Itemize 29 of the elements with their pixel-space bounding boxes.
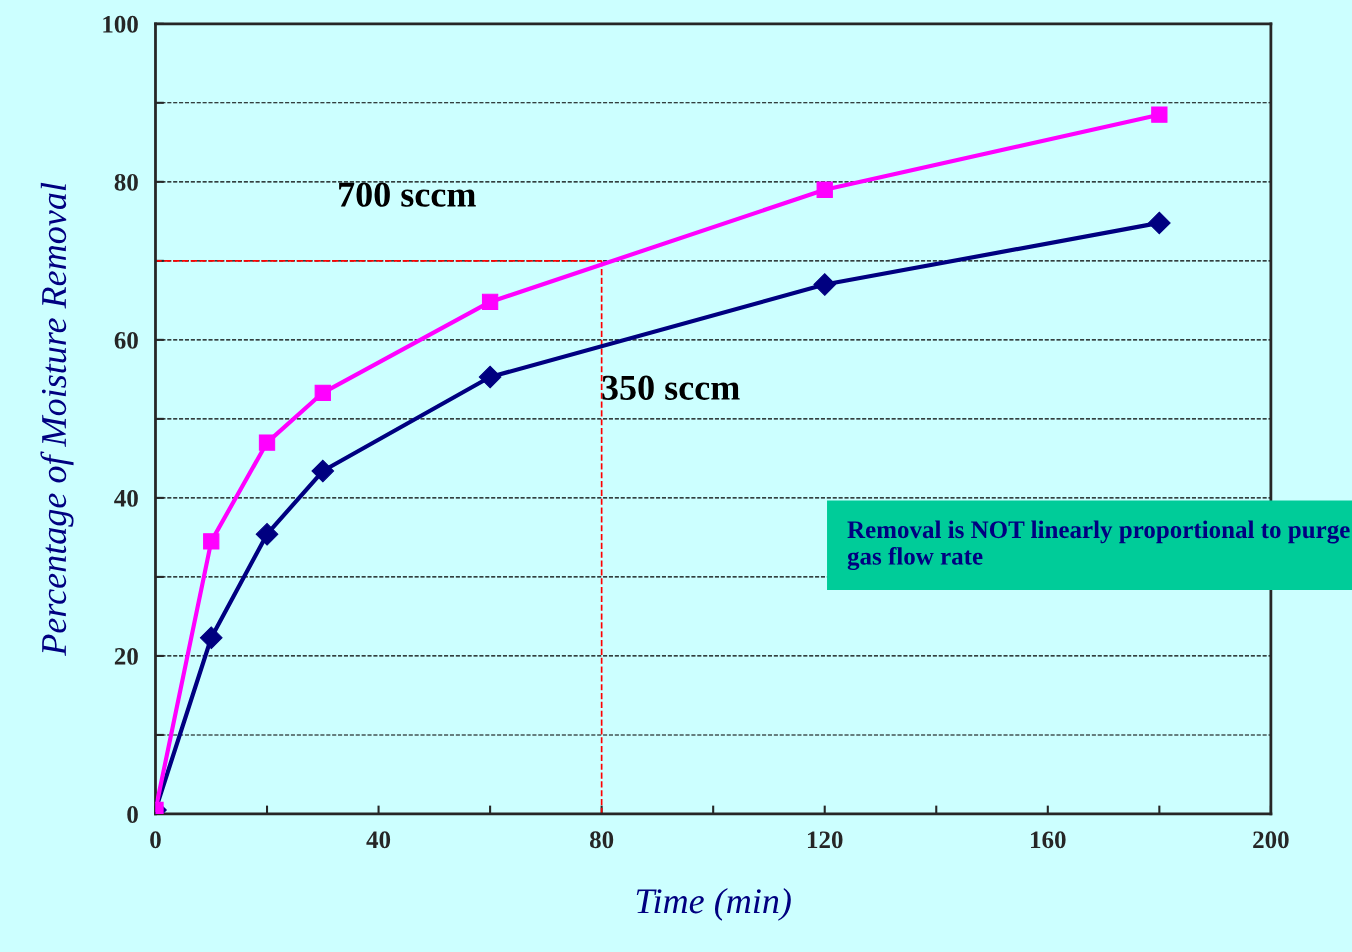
point bbox=[1151, 106, 1168, 123]
point bbox=[1148, 211, 1171, 235]
annotation: Removal is NOT linearly proportional to purge gas flow rate bbox=[847, 520, 1350, 571]
x-tick-label: 80 bbox=[589, 831, 614, 849]
y-tick-label: 100 bbox=[103, 15, 138, 33]
point bbox=[478, 365, 502, 389]
y-tick-label: 40 bbox=[114, 489, 138, 507]
point bbox=[311, 459, 335, 483]
point bbox=[199, 626, 223, 650]
x-tick-label: 160 bbox=[1031, 831, 1066, 849]
y-tick-label: 20 bbox=[114, 647, 138, 665]
point bbox=[813, 273, 837, 296]
series-label: 350 sccm bbox=[602, 375, 740, 400]
y-tick-label: 0 bbox=[127, 806, 138, 823]
y-tick-label: 80 bbox=[114, 173, 138, 191]
point bbox=[481, 293, 499, 311]
point bbox=[203, 533, 220, 550]
x-axis-title: Time (min) bbox=[636, 888, 791, 921]
text: 700 sccm bbox=[339, 182, 476, 207]
point bbox=[258, 434, 276, 451]
y-tick-label: 60 bbox=[114, 331, 138, 349]
x-tick-label: 200 bbox=[1253, 831, 1289, 849]
point bbox=[816, 181, 833, 198]
x-tick-label: 40 bbox=[366, 831, 391, 849]
point bbox=[314, 384, 331, 401]
x-tick-label: 120 bbox=[807, 831, 843, 849]
point bbox=[255, 522, 279, 546]
y-axis-title: Percentage of Moisture Removal bbox=[40, 182, 74, 656]
x-tick-label: 0 bbox=[150, 831, 161, 849]
